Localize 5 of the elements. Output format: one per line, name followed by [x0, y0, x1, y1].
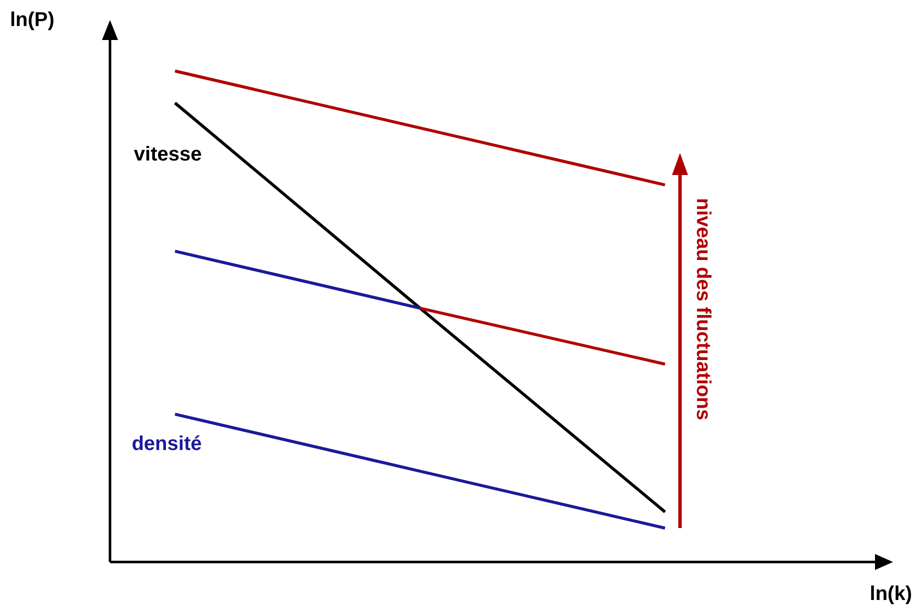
- x-axis-title: ln(k): [870, 583, 912, 605]
- annotation: niveau des fluctuations: [692, 198, 714, 420]
- series-label: vitesse: [134, 144, 202, 166]
- series-label: densité: [132, 432, 202, 455]
- y-axis-title: ln(P): [10, 9, 54, 31]
